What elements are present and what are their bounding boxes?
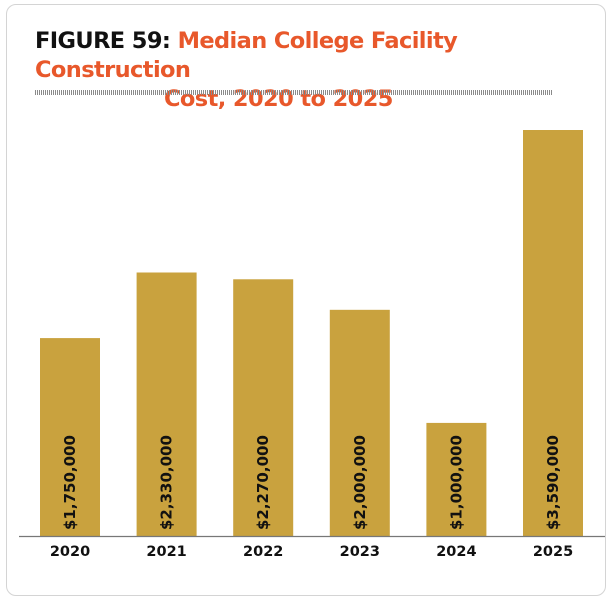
x-tick-label-2022: 2022 xyxy=(243,544,283,560)
data-label-2021: $2,330,000 xyxy=(158,435,176,530)
x-tick-label-2020: 2020 xyxy=(50,544,90,560)
data-label-2024: $1,000,000 xyxy=(447,435,465,530)
figure-title-line1: Median College Facility Construction xyxy=(35,28,458,83)
x-tick-label-2021: 2021 xyxy=(146,544,186,560)
x-tick-label-2025: 2025 xyxy=(533,544,573,560)
bar-2023 xyxy=(329,309,390,536)
figure-number: FIGURE 59: xyxy=(35,28,171,54)
bar-2025 xyxy=(523,130,583,536)
data-label-2023: $2,000,000 xyxy=(351,435,369,530)
bar-2020 xyxy=(40,338,100,536)
data-label-2022: $2,270,000 xyxy=(254,435,272,530)
data-label-2020: $1,750,000 xyxy=(61,435,79,530)
bar-2021 xyxy=(136,272,197,536)
data-label-2025: $3,590,000 xyxy=(544,435,562,530)
figure-card: FIGURE 59: Median College Facility Const… xyxy=(6,4,606,596)
x-tick-label-2023: 2023 xyxy=(340,544,380,560)
bar-2022 xyxy=(233,279,294,536)
title-divider xyxy=(35,90,552,95)
x-tick-label-2024: 2024 xyxy=(436,544,476,560)
bar-2024 xyxy=(426,422,487,536)
